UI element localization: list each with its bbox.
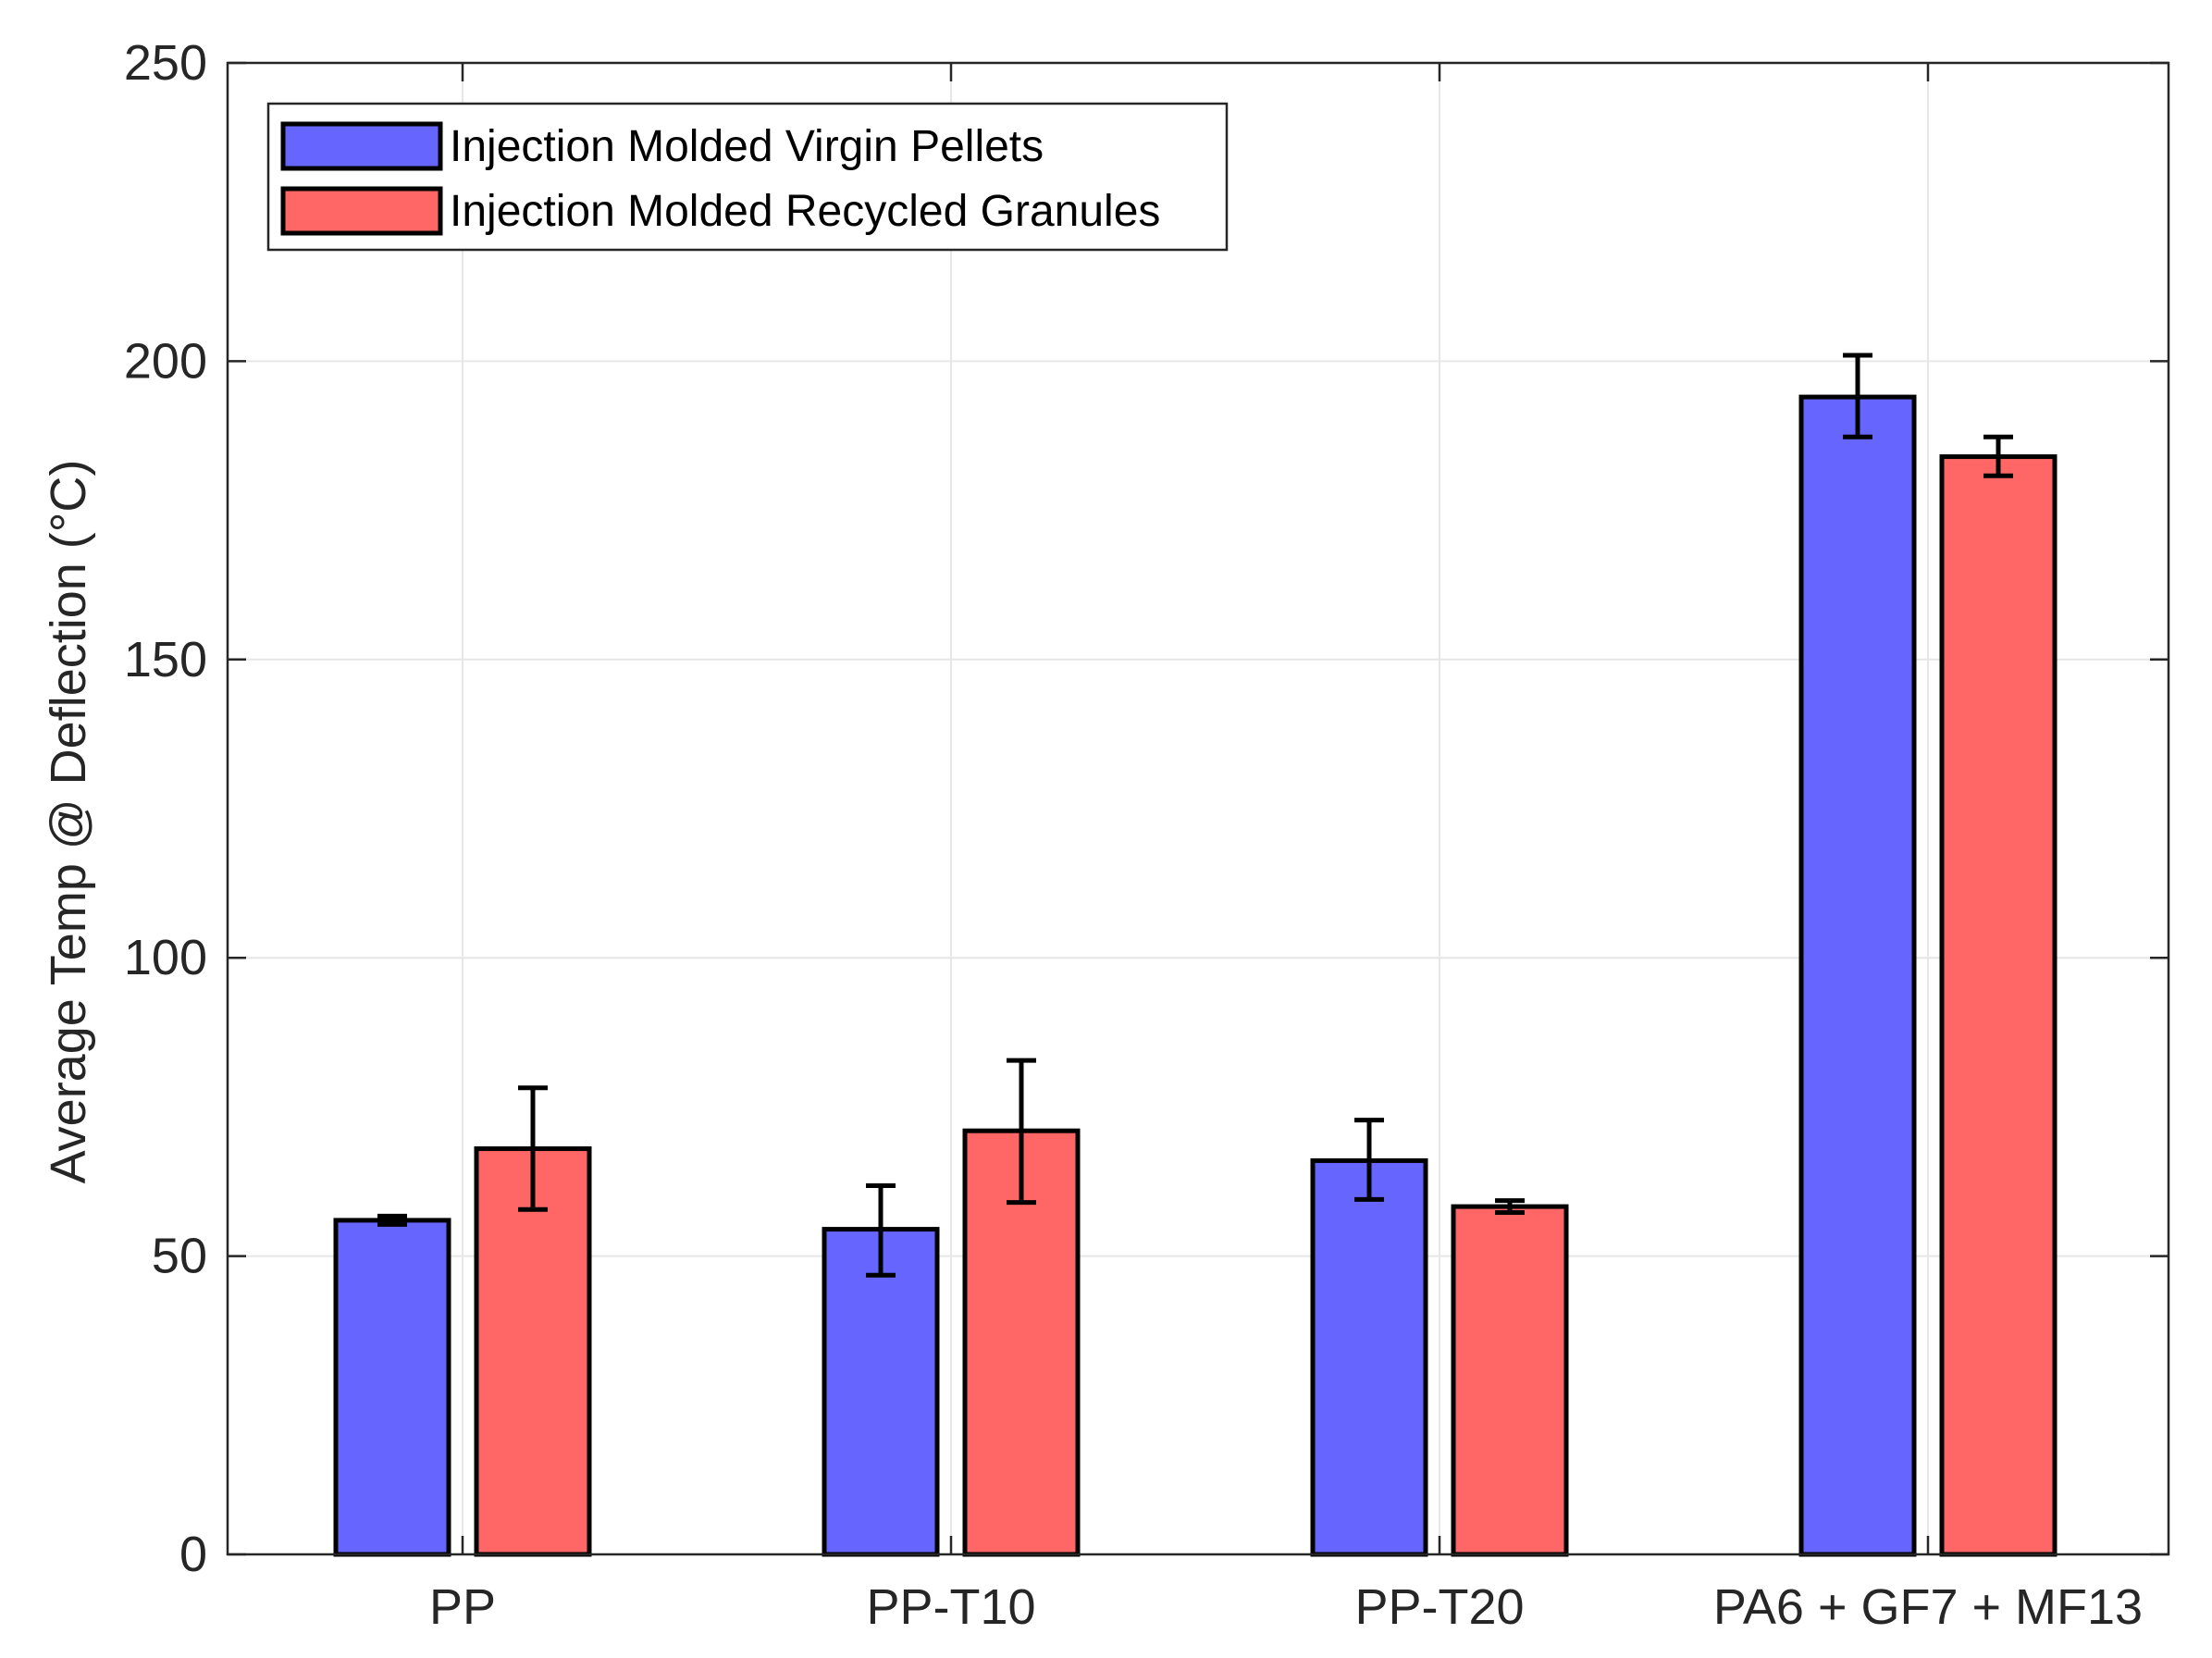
- bar-recycled-2: [1451, 1204, 1569, 1557]
- x-tick-label: PP: [429, 1579, 496, 1635]
- y-tick-label: 150: [124, 632, 207, 687]
- legend-swatch-recycled: [280, 186, 443, 236]
- y-tick-label: 100: [124, 930, 207, 985]
- y-tick-label: 200: [124, 333, 207, 389]
- y-tick-label: 250: [124, 35, 207, 91]
- x-tick-label: PP-T20: [1354, 1579, 1524, 1635]
- plot-area-border: [226, 61, 2170, 1556]
- bar-virgin-0: [333, 1218, 451, 1557]
- legend-swatch-virgin: [280, 121, 443, 171]
- bar-virgin-1: [822, 1227, 940, 1557]
- x-tick-label: PP-T10: [866, 1579, 1035, 1635]
- bar-virgin-3: [1798, 394, 1917, 1557]
- y-tick-label: 50: [152, 1229, 207, 1284]
- bar-recycled-3: [1939, 454, 2058, 1557]
- y-axis-label: Average Temp @ Deflection (°C): [41, 460, 96, 1184]
- legend-label-virgin: Injection Molded Virgin Pellets: [450, 122, 1044, 171]
- bar-virgin-2: [1310, 1157, 1428, 1557]
- y-tick-label: 0: [179, 1527, 207, 1582]
- legend-label-recycled: Injection Molded Recycled Granules: [450, 187, 1160, 236]
- x-tick-label: PA6 + GF7 + MF13: [1713, 1579, 2143, 1635]
- bar-recycled-0: [474, 1146, 592, 1557]
